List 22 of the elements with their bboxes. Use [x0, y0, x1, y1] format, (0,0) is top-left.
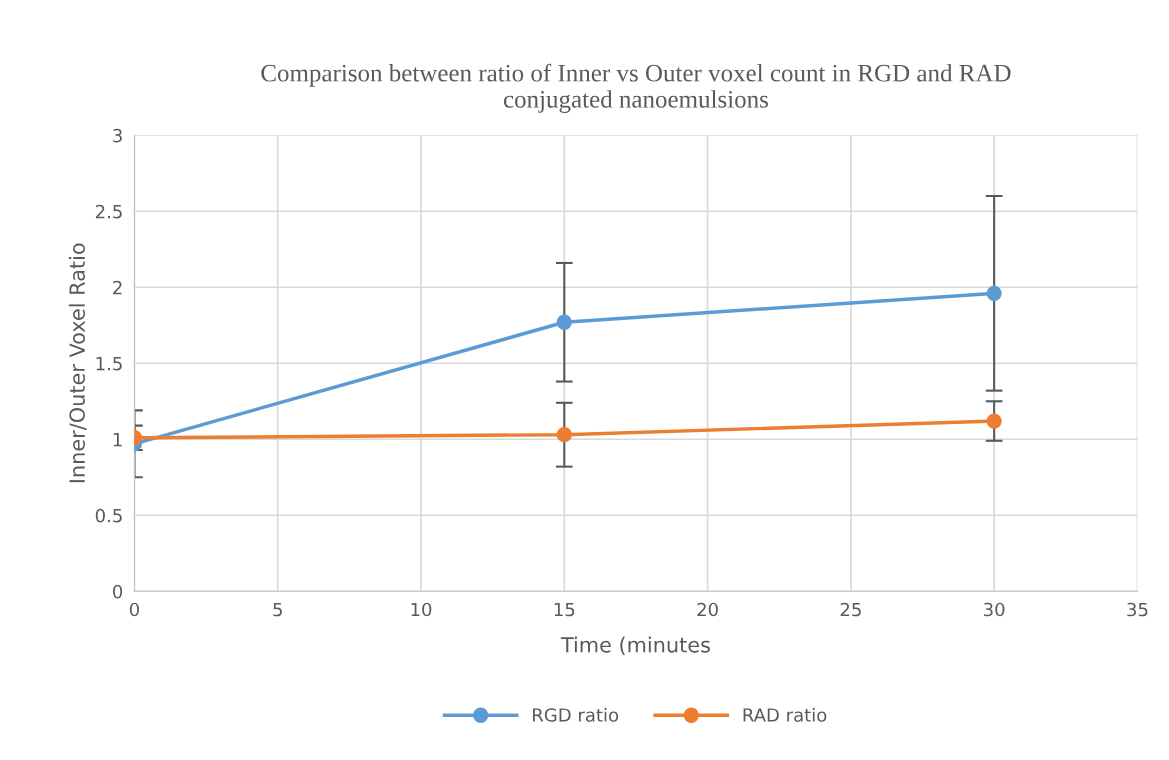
- x-tick-label: 20: [697, 602, 718, 617]
- x-tick-label: 35: [1127, 602, 1148, 617]
- x-tick-label: 30: [984, 602, 1005, 617]
- x-tick-label: 10: [411, 602, 432, 617]
- y-axis-title: Inner/Outer Voxel Ratio: [68, 243, 87, 483]
- x-tick-label: 5: [273, 602, 282, 617]
- x-tick-label: 15: [554, 602, 575, 617]
- chart-title: Comparison between ratio of Inner vs Outer voxel count in RGD and RAD conjugated nanoemulsions: [261, 63, 1011, 113]
- y-tick-label: 2.5: [95, 204, 122, 219]
- point: [986, 285, 1002, 301]
- y-tick-label: 1: [113, 432, 122, 447]
- x-tick-label: 0: [129, 602, 139, 617]
- legend-label: RAD ratio: [743, 707, 827, 722]
- y-tick-label: 0.5: [95, 508, 122, 523]
- x-axis-title: Time (minutes: [560, 636, 710, 656]
- y-tick-label: 1.5: [96, 356, 122, 371]
- y-tick-label: 3: [113, 128, 122, 143]
- legend-label: RGD ratio: [533, 707, 619, 722]
- x-tick-label: 25: [840, 602, 861, 617]
- y-tick-label: 2: [113, 280, 122, 295]
- y-tick-label: 0: [113, 584, 123, 599]
- point: [986, 413, 1002, 429]
